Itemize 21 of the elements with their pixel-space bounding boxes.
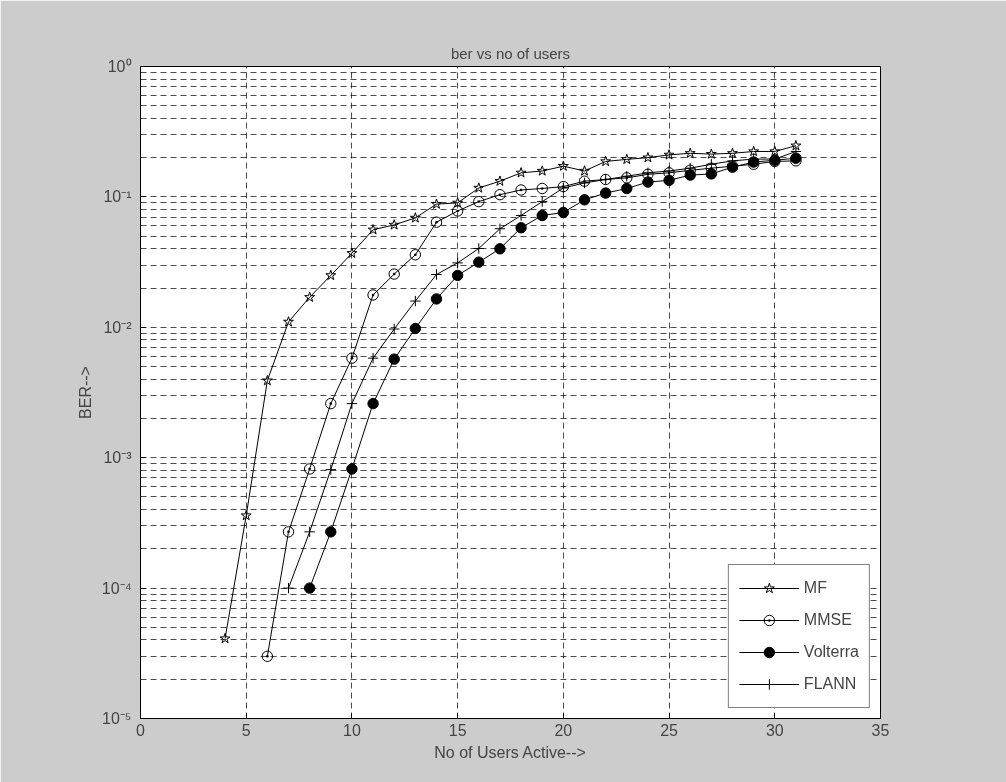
legend-label: MMSE xyxy=(803,611,852,629)
y-tick-label: 10⁻⁵ xyxy=(102,710,132,727)
chart-title: ber vs no of users xyxy=(450,44,571,62)
x-tick-label: 20 xyxy=(554,721,573,739)
x-tick-label: 30 xyxy=(765,721,784,739)
x-tick-label: 0 xyxy=(136,721,146,739)
legend-label: FLANN xyxy=(803,675,857,693)
legend-label: Volterra xyxy=(803,643,859,661)
x-tick-label: 5 xyxy=(241,721,251,739)
y-axis-title: BER--> xyxy=(76,366,94,419)
y-tick-label: 10⁻¹ xyxy=(103,188,132,206)
legend-label: MF xyxy=(803,579,827,597)
x-tick-label: 10 xyxy=(343,721,361,739)
y-tick-label: 10⁰ xyxy=(107,58,132,75)
y-tick-label: 10⁻² xyxy=(103,318,133,336)
x-axis-title: No of Users Active--> xyxy=(434,743,586,761)
x-tick-label: 35 xyxy=(871,721,890,739)
y-tick-label: 10⁻⁴ xyxy=(101,579,132,597)
x-tick-label: 25 xyxy=(660,721,679,739)
y-tick-label: 10⁻³ xyxy=(103,449,133,467)
x-tick-label: 15 xyxy=(448,721,467,739)
